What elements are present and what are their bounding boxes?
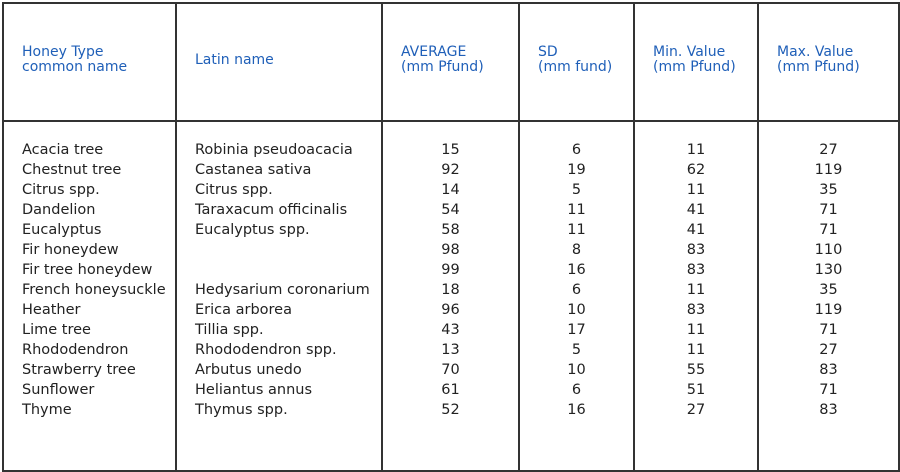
cell-latin: Thymus spp. — [195, 402, 288, 418]
cell-min: 11 — [686, 342, 706, 358]
cell-max: 35 — [819, 282, 838, 298]
cell-sd: 19 — [567, 162, 586, 178]
cell-max: 71 — [819, 222, 838, 238]
cell-min: 41 — [686, 202, 706, 218]
cell-latin: Citrus spp. — [195, 182, 273, 198]
cell-common: Acacia tree — [22, 142, 104, 158]
cell-min: 51 — [686, 382, 706, 398]
min-column: 11 62 11 41 41 83 83 11 83 11 11 55 51 27 — [633, 120, 759, 472]
cell-latin: Robinia pseudoacacia — [195, 142, 353, 158]
cell-common: Chestnut tree — [22, 162, 122, 178]
cell-sd: 6 — [571, 282, 582, 298]
cell-min: 27 — [686, 402, 706, 418]
cell-sd: 10 — [567, 302, 586, 318]
cell-sd: 5 — [571, 182, 582, 198]
cell-latin: Erica arborea — [195, 302, 292, 318]
cell-max: 27 — [819, 142, 838, 158]
header-row: Honey Type common name Latin name AVERAGE… — [2, 2, 900, 122]
header-latin-name: Latin name — [175, 2, 383, 122]
cell-latin: Hedysarium coronarium — [195, 282, 370, 298]
header-min: Min. Value (mm Pfund) — [633, 2, 759, 122]
cell-avg: 99 — [441, 262, 460, 278]
cell-common: Fir honeydew — [22, 242, 119, 258]
cell-min: 83 — [686, 262, 706, 278]
cell-avg: 92 — [441, 162, 460, 178]
cell-avg: 98 — [441, 242, 460, 258]
header-sd: SD (mm fund) — [518, 2, 635, 122]
cell-avg: 14 — [441, 182, 460, 198]
cell-avg: 61 — [441, 382, 460, 398]
cell-avg: 96 — [441, 302, 460, 318]
cell-common: Lime tree — [22, 322, 91, 338]
cell-max: 110 — [814, 242, 843, 258]
cell-max: 71 — [819, 382, 838, 398]
cell-sd: 10 — [567, 362, 586, 378]
cell-common: Fir tree honeydew — [22, 262, 153, 278]
cell-min: 83 — [686, 242, 706, 258]
header-average: AVERAGE (mm Pfund) — [381, 2, 520, 122]
cell-sd: 6 — [571, 382, 582, 398]
cell-latin — [195, 260, 381, 280]
cell-max: 27 — [819, 342, 838, 358]
cell-min: 41 — [686, 222, 706, 238]
cell-latin: Taraxacum officinalis — [195, 202, 348, 218]
cell-latin: Castanea sativa — [195, 162, 312, 178]
cell-latin: Tillia spp. — [195, 322, 264, 338]
cell-avg: 58 — [441, 222, 460, 238]
cell-sd: 16 — [567, 402, 586, 418]
body-row: Acacia tree Chestnut tree Citrus spp. Dande… — [2, 120, 900, 472]
sd-column: 6 19 5 11 11 8 16 6 10 17 5 10 6 16 — [518, 120, 635, 472]
cell-sd: 11 — [567, 202, 586, 218]
cell-sd: 17 — [567, 322, 586, 338]
cell-min: 11 — [686, 142, 706, 158]
cell-avg: 52 — [441, 402, 460, 418]
cell-latin: Eucalyptus spp. — [195, 222, 310, 238]
cell-max: 83 — [819, 362, 838, 378]
cell-common: Rhododendron — [22, 342, 129, 358]
cell-min: 62 — [686, 162, 706, 178]
cell-common: Eucalyptus — [22, 222, 102, 238]
cell-min: 83 — [686, 302, 706, 318]
cell-sd: 8 — [571, 242, 582, 258]
header-common-name: Honey Type common name — [2, 2, 177, 122]
cell-avg: 43 — [441, 322, 460, 338]
cell-min: 11 — [686, 322, 706, 338]
cell-max: 130 — [814, 262, 843, 278]
cell-min: 55 — [686, 362, 706, 378]
cell-common: Strawberry tree — [22, 362, 136, 378]
cell-common: French honeysuckle — [22, 282, 166, 298]
cell-max: 71 — [819, 322, 838, 338]
cell-common: Dandelion — [22, 202, 96, 218]
cell-avg: 18 — [441, 282, 460, 298]
cell-sd: 5 — [571, 342, 582, 358]
cell-max: 119 — [814, 302, 843, 318]
cell-common: Sunflower — [22, 382, 95, 398]
cell-latin: Arbutus unedo — [195, 362, 302, 378]
cell-sd: 6 — [571, 142, 582, 158]
cell-min: 11 — [686, 282, 706, 298]
cell-sd: 16 — [567, 262, 586, 278]
cell-max: 83 — [819, 402, 838, 418]
cell-avg: 70 — [441, 362, 460, 378]
cell-max: 119 — [814, 162, 843, 178]
cell-latin: Rhododendron spp. — [195, 342, 337, 358]
average-column: 15 92 14 54 58 98 99 18 96 43 13 70 61 52 — [381, 120, 520, 472]
cell-avg: 13 — [441, 342, 460, 358]
latin-name-column: Robinia pseudoacacia Castanea sativa Citru… — [175, 120, 383, 472]
cell-common: Heather — [22, 302, 81, 318]
cell-min: 11 — [686, 182, 706, 198]
cell-common: Thyme — [22, 402, 72, 418]
cell-latin: Heliantus annus — [195, 382, 313, 398]
cell-avg: 54 — [441, 202, 460, 218]
cell-max: 35 — [819, 182, 838, 198]
common-name-column: Acacia tree Chestnut tree Citrus spp. Dande… — [2, 120, 177, 472]
cell-avg: 15 — [441, 142, 460, 158]
cell-latin — [195, 240, 381, 260]
cell-max: 71 — [819, 202, 838, 218]
max-column: 27 119 35 71 71 110 130 35 119 71 27 83 71 83 — [757, 120, 900, 472]
cell-common: Citrus spp. — [22, 182, 100, 198]
header-max: Max. Value (mm Pfund) — [757, 2, 900, 122]
cell-sd: 11 — [567, 222, 586, 238]
